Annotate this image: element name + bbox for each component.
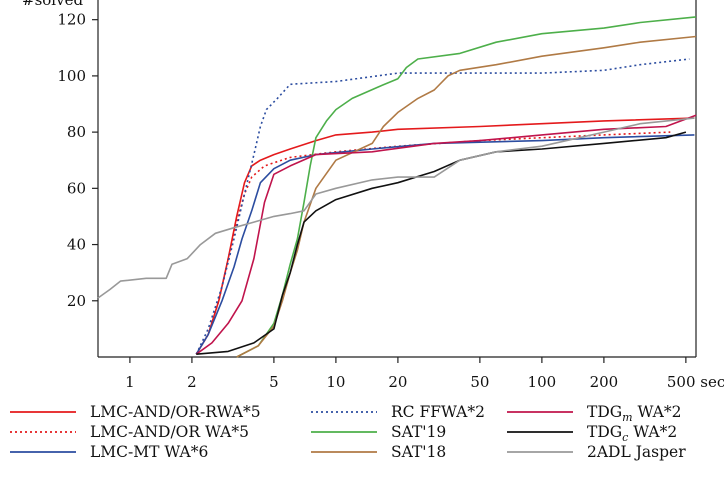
series-line [97,117,695,299]
y-tick-label: 100 [57,67,86,85]
legend-label: RC FFWA*2 [391,403,485,421]
series-line [236,16,697,358]
x-tick-label: 50 [470,373,489,391]
series-line [195,58,690,355]
y-tick-label: 20 [67,292,86,310]
legend-label: TDGc WA*2 [587,423,677,444]
x-tick-label: 5 [269,373,279,391]
x-tick-label: 200 [590,373,619,391]
y-tick-label: 80 [67,123,86,141]
legend: LMC-AND/OR-RWA*5 LMC-AND/OR WA*5 LMC-MT WA… [10,403,686,461]
legend-label: SAT'19 [391,423,446,441]
series-line [195,131,671,355]
axes: 20 40 60 80 100 120 1 2 5 10 20 50 100 200 500 sec [57,0,724,391]
x-tick-label: 500 sec [667,373,724,391]
x-tick-label: 1 [125,373,135,391]
legend-label: 2ADL Jasper [587,443,686,461]
legend-label: LMC-AND/OR WA*5 [90,423,249,441]
legend-label: SAT'18 [391,443,446,461]
y-tick-label: 60 [67,179,86,197]
legend-label: LMC-AND/OR-RWA*5 [90,403,261,421]
x-tick-label: 20 [388,373,407,391]
x-tick-label: 10 [326,373,345,391]
series-line [195,114,697,355]
x-tick-label: 2 [187,373,197,391]
y-axis-label: #solved [22,0,83,9]
series-layer [97,16,697,358]
series-line [195,117,695,355]
series-line [196,131,687,355]
legend-label: TDGm WA*2 [587,403,682,424]
legend-label: LMC-MT WA*6 [90,443,208,461]
series-line [195,134,695,355]
series-line [236,35,697,358]
y-tick-label: 120 [57,11,86,29]
y-tick-label: 40 [67,236,86,254]
x-tick-label: 100 [528,373,557,391]
